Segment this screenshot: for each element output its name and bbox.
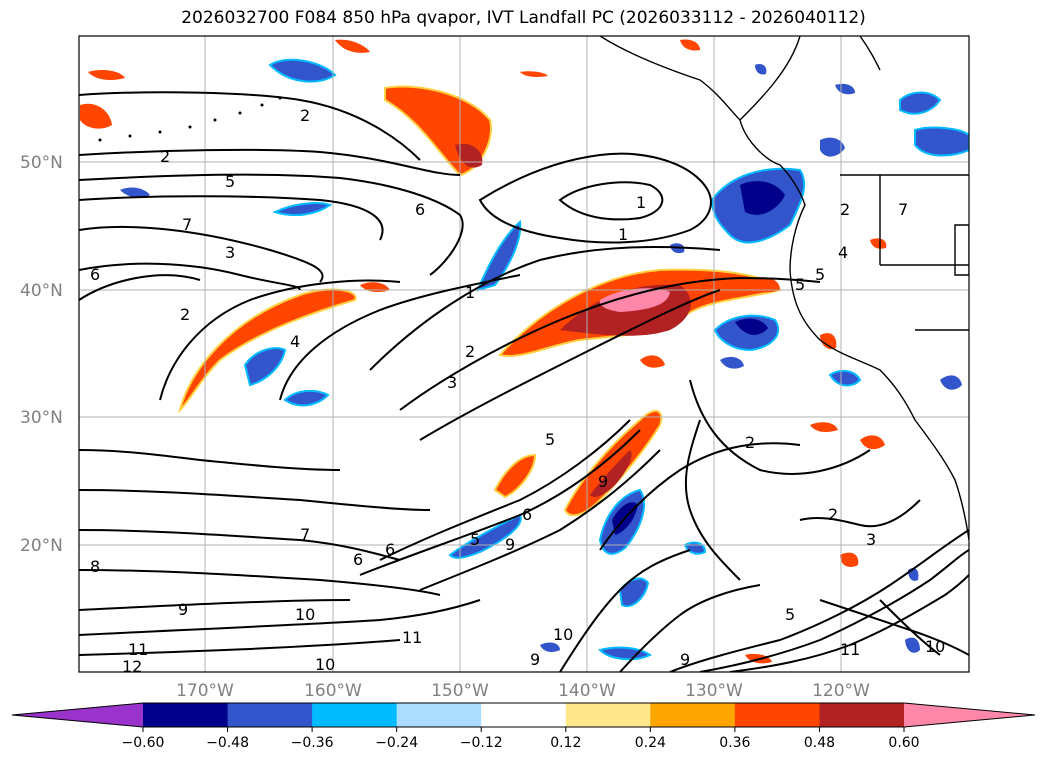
colorbar-segment bbox=[396, 703, 482, 727]
contour-labels: 2 2 5 7 3 6 2 4 1 1 2 3 1 4 5 2 6 5 9 6 … bbox=[90, 106, 945, 676]
colorbar-tick-label: −0.60 bbox=[122, 735, 165, 751]
contour-label: 1 bbox=[636, 193, 646, 212]
contour-label: 5 bbox=[225, 172, 235, 191]
colorbar-segment bbox=[227, 703, 313, 727]
contour-label: 6 bbox=[522, 505, 532, 524]
contour-label: 7 bbox=[898, 200, 908, 219]
colorbar-segment bbox=[734, 703, 820, 727]
colorbar-tick-label: 0.48 bbox=[804, 735, 835, 751]
lon-label-130w: 130°W bbox=[685, 681, 743, 701]
colorbar-tick-label: 0.36 bbox=[719, 735, 750, 751]
contour-label: 4 bbox=[838, 243, 848, 262]
contour-label: 9 bbox=[598, 472, 608, 491]
contour-label: 10 bbox=[553, 625, 573, 644]
contour-label: 10 bbox=[295, 605, 315, 624]
contour-label: 6 bbox=[90, 265, 100, 284]
colorbar-tick-label: −0.12 bbox=[460, 735, 503, 751]
lat-label-50n: 50°N bbox=[20, 153, 63, 173]
contour-label: 3 bbox=[866, 530, 876, 549]
contour-label: 7 bbox=[300, 525, 310, 544]
qvapor-fill-patches bbox=[80, 39, 969, 664]
lat-label-30n: 30°N bbox=[20, 408, 63, 428]
contour-label: 5 bbox=[785, 605, 795, 624]
contour-label: 12 bbox=[122, 657, 142, 676]
contour-label: 9 bbox=[530, 650, 540, 669]
contour-label: 2 bbox=[828, 505, 838, 524]
lat-label-20n: 20°N bbox=[20, 536, 63, 556]
contour-label: 5 bbox=[795, 275, 805, 294]
ivt-contours bbox=[79, 91, 969, 672]
contour-label: 11 bbox=[840, 640, 860, 659]
colorbar-tick-label: 0.60 bbox=[888, 735, 919, 751]
contour-label: 7 bbox=[182, 215, 192, 234]
contour-label: 3 bbox=[225, 243, 235, 262]
colorbar-segment bbox=[565, 703, 651, 727]
colorbar-segment bbox=[143, 703, 229, 727]
coastline bbox=[599, 36, 969, 541]
colorbar-segment bbox=[481, 703, 567, 727]
contour-label: 5 bbox=[545, 430, 555, 449]
lon-label-150w: 150°W bbox=[431, 681, 489, 701]
colorbar-tick-label: −0.24 bbox=[375, 735, 418, 751]
contour-label: 4 bbox=[290, 332, 300, 351]
colorbar-segment bbox=[650, 703, 736, 727]
contour-label: 5 bbox=[470, 530, 480, 549]
lat-label-40n: 40°N bbox=[20, 281, 63, 301]
contour-label: 6 bbox=[353, 550, 363, 569]
colorbar-segment bbox=[312, 703, 398, 727]
contour-label: 9 bbox=[505, 535, 515, 554]
contour-label: 2 bbox=[840, 200, 850, 219]
colorbar-tick-label: −0.48 bbox=[206, 735, 249, 751]
colorbar-tick-label: 0.24 bbox=[635, 735, 666, 751]
colorbar-extend-high bbox=[904, 703, 1035, 727]
map-border bbox=[78, 35, 970, 673]
lon-label-140w: 140°W bbox=[558, 681, 616, 701]
contour-label: 6 bbox=[415, 200, 425, 219]
lon-label-170w: 170°W bbox=[176, 681, 234, 701]
colorbar-segment bbox=[819, 703, 905, 727]
contour-label: 9 bbox=[680, 650, 690, 669]
graticule bbox=[79, 36, 969, 672]
contour-label: 2 bbox=[465, 342, 475, 361]
contour-label: 11 bbox=[402, 628, 422, 647]
chart-title: 2026032700 F084 850 hPa qvapor, IVT Land… bbox=[181, 8, 866, 28]
contour-label: 1 bbox=[618, 225, 628, 244]
colorbar-tick-label: 0.12 bbox=[550, 735, 581, 751]
contour-label: 10 bbox=[315, 655, 335, 674]
aleutian-islands bbox=[98, 96, 282, 142]
contour-label: 1 bbox=[465, 283, 475, 302]
contour-label: 10 bbox=[925, 637, 945, 656]
contour-label: 2 bbox=[745, 433, 755, 452]
contour-label: 8 bbox=[90, 557, 100, 576]
contour-label: 2 bbox=[160, 147, 170, 166]
contour-label: 2 bbox=[300, 106, 310, 125]
colorbar-tick-label: −0.36 bbox=[291, 735, 334, 751]
contour-label: 6 bbox=[385, 540, 395, 559]
contour-label: 5 bbox=[815, 265, 825, 284]
colorbar-extend-low bbox=[12, 703, 143, 727]
colorbar: −0.60 −0.48 −0.36 −0.24 −0.12 0.12 0.24 0.36 0.4… bbox=[11, 702, 1036, 751]
contour-label: 9 bbox=[178, 600, 188, 619]
contour-label: 3 bbox=[447, 373, 457, 392]
contour-label: 11 bbox=[128, 640, 148, 659]
contour-label: 2 bbox=[180, 305, 190, 324]
lon-label-120w: 120°W bbox=[812, 681, 870, 701]
lon-label-160w: 160°W bbox=[304, 681, 362, 701]
